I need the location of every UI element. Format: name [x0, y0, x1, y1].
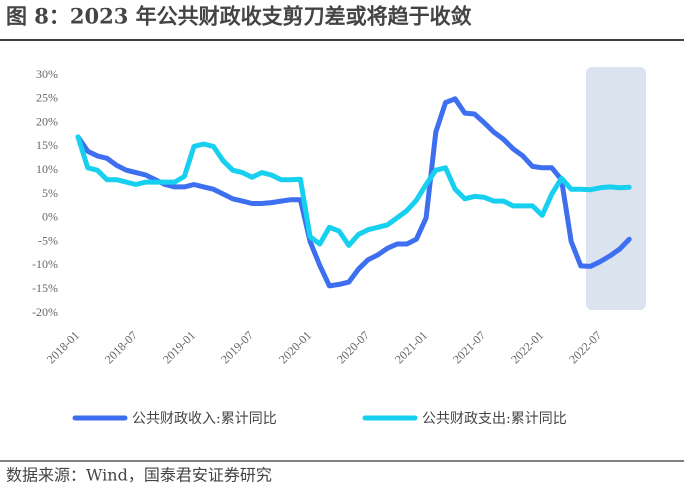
y-tick-label: 20% — [36, 114, 58, 128]
y-tick-label: 5% — [42, 186, 58, 200]
source: 数据来源：Wind，国泰君安证券研究 — [6, 466, 272, 485]
y-tick-label: 10% — [36, 162, 58, 176]
x-tick-label: 2018-01 — [44, 328, 82, 366]
y-tick-label: -10% — [32, 257, 58, 271]
x-tick-label: 2018-07 — [102, 328, 140, 366]
x-tick-label: 2019-01 — [160, 328, 198, 366]
x-tick-label: 2021-01 — [392, 328, 430, 366]
series-line — [75, 134, 632, 248]
x-tick-label: 2022-07 — [566, 328, 604, 366]
y-tick-label: 25% — [36, 91, 58, 105]
x-tick-label: 2022-01 — [508, 328, 546, 366]
legend-label: 公共财政收入:累计同比 — [132, 411, 277, 427]
y-tick-label: -15% — [32, 281, 58, 295]
x-tick-label: 2020-07 — [334, 328, 372, 366]
y-tick-label: -5% — [38, 233, 58, 247]
legend-label: 公共财政支出:累计同比 — [422, 411, 567, 427]
x-tick-label: 2019-07 — [218, 328, 256, 366]
x-tick-label: 2020-01 — [276, 328, 314, 366]
y-tick-label: 0% — [42, 210, 58, 224]
x-tick-label: 2021-07 — [450, 328, 488, 366]
chart-title: 图 8：2023 年公共财政收支剪刀差或将趋于收敛 — [6, 4, 472, 29]
series-line — [75, 96, 632, 289]
y-tick-label: -20% — [32, 305, 58, 319]
y-tick-label: 15% — [36, 138, 58, 152]
y-tick-label: 30% — [36, 67, 58, 81]
